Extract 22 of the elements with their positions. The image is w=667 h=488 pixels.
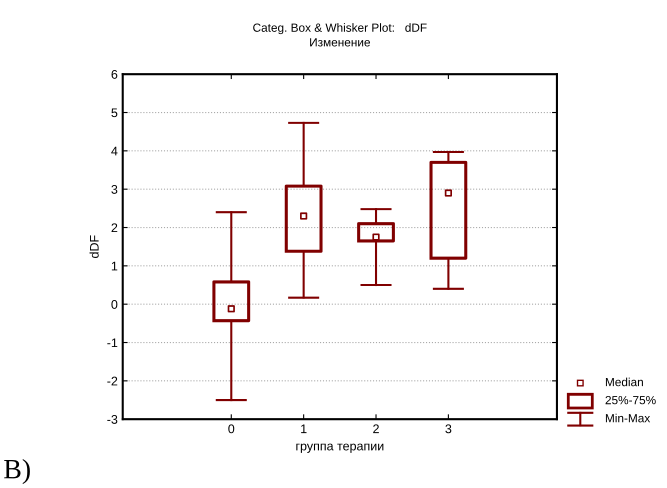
x-tick-label: 1 (301, 424, 307, 434)
y-axis-title: dDF (90, 235, 99, 258)
y-tick-label: -1 (107, 338, 118, 348)
y-tick-label: 5 (111, 108, 118, 118)
text: Min-Max (606, 414, 650, 422)
x-tick-label: 2 (373, 424, 379, 434)
y-tick-label: 6 (112, 70, 118, 79)
y-tick-label: -3 (107, 414, 118, 424)
x-axis-title: группа терапии (296, 444, 384, 453)
y-tick-label: 3 (111, 184, 118, 194)
y-tick-label: 1 (112, 262, 118, 270)
text: B) (4, 458, 30, 484)
y-tick-label: 2 (112, 223, 118, 232)
text: 25%-75% (606, 396, 656, 404)
chart-subtitle: Изменение (310, 38, 370, 46)
text: Median (606, 378, 643, 386)
y-tick-label: 0 (111, 300, 118, 309)
x-tick-label: 3 (445, 424, 452, 434)
y-tick-label: -2 (107, 376, 118, 386)
chart-title: Categ. Box & Whisker Plot: dDF (253, 23, 427, 34)
y-tick-label: 4 (111, 146, 118, 156)
x-tick-label: 0 (228, 424, 234, 434)
